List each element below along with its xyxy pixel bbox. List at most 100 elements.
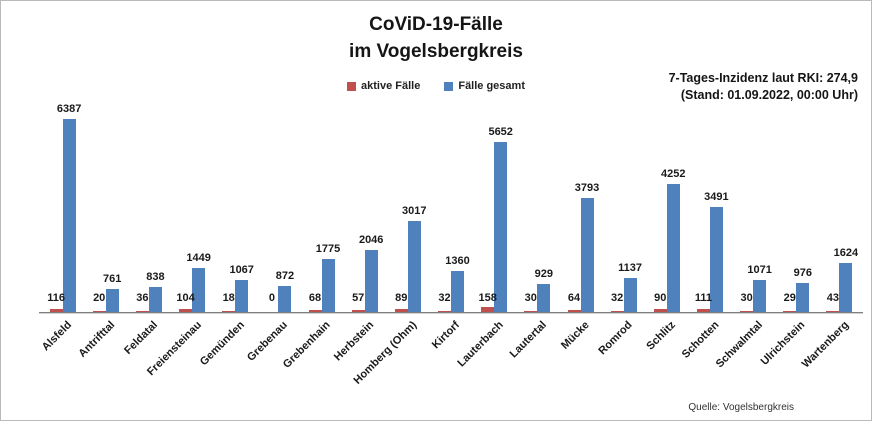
- legend-label: aktive Fälle: [361, 80, 421, 92]
- x-axis-label: Alsfeld: [39, 319, 75, 354]
- bar-value-active: 0: [268, 292, 275, 304]
- bar-total: [321, 258, 335, 312]
- bar-total: [278, 285, 292, 312]
- bar-value-active: 18: [222, 292, 235, 304]
- bar-value-active: 116: [47, 292, 65, 304]
- legend-label: Fälle gesamt: [458, 80, 525, 92]
- bar-value-total: 1071: [747, 263, 772, 276]
- bar-value-active: 36: [136, 292, 149, 304]
- bar-total: [537, 284, 551, 312]
- bar-value-active: 68: [308, 292, 322, 304]
- bar-value-active: 20: [93, 292, 106, 304]
- x-axis-label: Kirtorf: [430, 319, 463, 352]
- rki-annotation-line2: (Stand: 01.09.2022, 00:00 Uhr): [680, 88, 858, 102]
- bar-value-total: 761: [103, 273, 122, 286]
- bar-total: [709, 206, 723, 312]
- bar-total: [796, 282, 810, 312]
- bar-value-total: 2046: [358, 234, 384, 247]
- x-axis-label: Lautertal: [507, 319, 549, 361]
- bar-value-active: 158: [478, 292, 497, 304]
- bar-active: [351, 310, 365, 312]
- bar-value-total: 5652: [488, 125, 513, 138]
- bar-active: [567, 310, 581, 312]
- bar-value-total: 6387: [56, 103, 82, 116]
- bar-value-active: 30: [524, 292, 537, 304]
- bar-value-total: 1067: [229, 263, 254, 276]
- bar-total: [451, 271, 464, 312]
- bar-total: [364, 250, 378, 312]
- x-axis-line: [39, 312, 863, 313]
- bar-active: [308, 309, 322, 312]
- x-axis-label: Lauterbach: [455, 319, 506, 370]
- chart-title-line1: CoViD-19-Fälle: [369, 14, 503, 35]
- bar-value-active: 64: [567, 292, 581, 304]
- bar-active: [179, 308, 193, 312]
- bar-value-active: 89: [395, 292, 408, 304]
- legend-item: Fälle gesamt: [444, 80, 525, 92]
- bar-active: [826, 310, 840, 312]
- legend: aktive Fälle Fälle gesamt: [1, 80, 871, 92]
- bar-total: [62, 119, 76, 312]
- rki-annotation: 7-Tages-Inzidenz laut RKI: 274,9 (Stand:…: [669, 70, 858, 104]
- bar-total: [235, 279, 249, 312]
- bar-active: [481, 307, 495, 312]
- bar-active: [696, 308, 710, 312]
- bar-active: [524, 310, 538, 312]
- bar-total: [623, 277, 637, 312]
- bar-value-total: 3017: [402, 205, 427, 217]
- x-axis-label: Romrod: [596, 319, 636, 358]
- bar-active: [92, 310, 106, 312]
- bar-total: [407, 221, 421, 312]
- plot-area: 116 6387 Alsfeld 20 761 Antrifttal 36 838 Feldat…: [39, 103, 863, 387]
- source-note: Quelle: Vogelsbergkreis: [688, 402, 794, 413]
- bar-active: [740, 310, 754, 312]
- x-axis-label: Gemünden: [197, 319, 247, 369]
- bar-value-total: 4252: [661, 167, 686, 180]
- bar-value-active: 32: [438, 292, 451, 304]
- x-axis-label: Feldatal: [122, 319, 161, 357]
- bar-value-active: 29: [783, 292, 796, 304]
- legend-item: aktive Fälle: [347, 80, 420, 92]
- bar-active: [783, 310, 797, 312]
- bar-active: [49, 308, 63, 312]
- bar-value-active: 90: [654, 292, 667, 304]
- bar-active: [438, 310, 451, 312]
- bar-total: [105, 289, 119, 312]
- x-axis-label: Herbstein: [331, 319, 377, 364]
- bar-value-total: 3793: [574, 181, 600, 194]
- bar-value-total: 1775: [315, 242, 341, 255]
- bar-value-total: 838: [146, 270, 165, 283]
- x-axis-label: Mücke: [559, 319, 592, 352]
- bar-value-total: 872: [275, 269, 295, 282]
- bar-total: [494, 141, 508, 312]
- bar-value-total: 1624: [833, 247, 859, 259]
- bar-total: [753, 279, 767, 312]
- x-axis-label: Grebenau: [245, 319, 290, 364]
- legend-swatch-total: [444, 81, 454, 91]
- bar-value-active: 30: [740, 292, 753, 304]
- bar-total: [839, 263, 853, 312]
- bar-value-total: 3491: [704, 190, 729, 203]
- x-axis-label: Schlitz: [644, 319, 679, 353]
- bar-value-active: 43: [826, 292, 840, 304]
- bar-active: [653, 309, 667, 312]
- legend-swatch-active: [347, 81, 357, 91]
- rki-annotation-line1: 7-Tages-Inzidenz laut RKI: 274,9: [668, 71, 858, 85]
- bar-value-total: 929: [534, 268, 553, 280]
- bar-value-active: 57: [352, 292, 365, 304]
- bar-value-active: 111: [694, 292, 712, 304]
- x-axis-label: Schotten: [679, 319, 722, 361]
- bar-value-total: 1449: [186, 252, 211, 265]
- bar-total: [148, 286, 162, 312]
- chart-title-line2: im Vogelsbergkreis: [349, 41, 523, 62]
- bar-active: [135, 310, 149, 312]
- bar-value-total: 976: [793, 266, 812, 279]
- bar-value-active: 104: [176, 292, 195, 304]
- bar-active: [394, 309, 408, 312]
- bar-total: [666, 183, 680, 312]
- bar-value-active: 32: [610, 292, 624, 304]
- bar-active: [222, 310, 236, 312]
- bar-total: [580, 197, 594, 312]
- bar-value-total: 1360: [445, 255, 470, 267]
